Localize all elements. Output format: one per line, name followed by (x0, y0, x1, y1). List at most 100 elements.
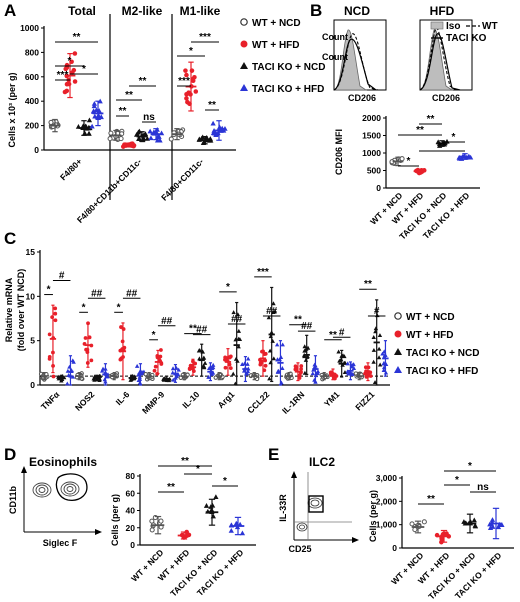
panel-a-2-g1-point (190, 78, 196, 84)
panel-c-5-g2-point (237, 337, 243, 342)
panel-a-ytick-label: 400 (25, 96, 39, 106)
panel-c-7-g2-point (302, 344, 307, 349)
legend-a-marker-0 (240, 18, 248, 26)
flow-d-population-right (60, 481, 80, 497)
panel-c-sig-1-label: # (59, 271, 65, 282)
panel-a-2-sig-3-label: *** (199, 32, 211, 43)
panel-c-6-g2-point (267, 376, 272, 381)
panel-a-0-g2-point (82, 130, 88, 136)
panel-a-1-g3-point (156, 134, 162, 139)
panel-d-ytick-label: 40 (126, 506, 136, 516)
legend-c-marker-3 (394, 366, 402, 373)
panel-e-g3-point (489, 517, 496, 522)
panel-c-sig-9-label: ## (196, 325, 208, 336)
panel-a-title-total: Total (68, 4, 96, 18)
panel-c-1-g2-point (97, 373, 103, 378)
panel-d-ylabel: Cells (per g) (110, 494, 120, 546)
panel-a-2-g1-point (184, 96, 189, 101)
panel-c-2-g3-point (134, 363, 140, 368)
hist-ncd-xlabel: CD206 (348, 93, 376, 103)
panel-c-category-4: IL-10 (180, 389, 201, 410)
panel-b-ylabel: CD206 MFI (334, 129, 344, 175)
panel-a-2-sig-1-label: ** (208, 100, 216, 111)
legend-a-marker-1 (240, 40, 248, 48)
panel-e-ytick-label: 0 (392, 543, 397, 553)
panel-b-g3-point (467, 154, 474, 160)
panel-c-0-g3-point (70, 358, 75, 363)
panel-c-sig-15-label: ## (301, 321, 313, 332)
panel-c-3-g1-point (152, 368, 157, 373)
panel-c-category-6: CCL22 (245, 389, 271, 415)
panel-a-0-sig-0-label: *** (57, 70, 69, 81)
panel-c-9-g2-point (371, 335, 376, 340)
panel-c-5-g3-point (245, 361, 250, 366)
panel-c-5-g1-point (223, 365, 228, 370)
panel-c-0-g1-point (53, 311, 58, 316)
panel-c-sig-16-label: ** (329, 330, 337, 341)
panel-a-1-g2-point (136, 128, 142, 134)
panel-a-0-g3-point (98, 114, 104, 120)
panel-a-0-g1-point (64, 81, 70, 87)
panel-d-g2-point (203, 503, 210, 508)
panel-c-ylabel-1: Relative mRNA (4, 277, 14, 342)
panel-b-sig-1-label: * (452, 132, 456, 143)
panel-c-1-g3-point (100, 368, 105, 373)
legend-c-marker-1 (394, 330, 402, 338)
panel-c-5-g1-point (227, 362, 232, 367)
panel-label-d: D (4, 445, 16, 464)
panel-c-3-g1-point (153, 364, 158, 369)
panel-a-ytick-label: 200 (25, 121, 39, 131)
panel-c-sig-14-label: ** (294, 315, 302, 326)
panel-b-ytick-label: 1500 (362, 131, 381, 141)
panel-e-flow-plot: ILC2 IL-33R CD25 (278, 455, 359, 554)
panel-a-title-m1: M1-like (180, 4, 221, 18)
panel-c-category-0: TNFα (39, 389, 62, 412)
panel-a-1-g0-point (107, 136, 113, 142)
panel-c-category-3: MMP-9 (140, 389, 167, 416)
panel-c-3-g3-point (176, 367, 181, 372)
panel-e-g0-point (412, 527, 418, 533)
panel-e-g2-point (472, 523, 479, 529)
legend-c-marker-0 (394, 312, 402, 320)
panel-c-sig-17-label: # (339, 327, 345, 338)
hist-ncd-ko-line (333, 38, 377, 91)
panel-c-6-g2-point (271, 356, 277, 361)
panel-a-2-g1-point (192, 74, 197, 80)
panel-c-8-g3-point (345, 361, 350, 366)
panel-c-0-g1-point (51, 374, 56, 379)
panel-a-0-g0-point (48, 119, 54, 125)
legend-c-label-0: WT + NCD (406, 312, 455, 323)
panel-a-2-g1-point (186, 90, 191, 95)
panel-c-ytick-label: 0 (30, 380, 35, 390)
panel-c-sig-10-label: * (226, 282, 230, 293)
panel-a-1-sig-3-label: ** (139, 76, 147, 87)
flow-d-xaxis-arrow (95, 529, 102, 535)
panel-c-2-g3-point (136, 378, 141, 383)
flow-e-yaxis-arrow (291, 471, 297, 478)
panel-c-sig-12-label: *** (257, 267, 269, 278)
panel-a-1-g2-point (136, 136, 142, 142)
panel-b-ytick-label: 500 (367, 166, 381, 176)
legend-a-label-0: WT + NCD (252, 18, 301, 29)
panel-c-9-g1-point (368, 374, 373, 378)
panel-c-0-g3-point (70, 374, 76, 379)
panel-e-g0-point (409, 521, 415, 527)
panel-a-2-g1-point (189, 68, 195, 73)
panel-c-6-g3-point (280, 366, 285, 370)
legend-c-label-3: TACI KO + HFD (406, 366, 478, 377)
panel-a-2-g0-point (168, 136, 174, 142)
panel-a-title-m2: M2-like (122, 4, 163, 18)
panel-d-sig-3-label: ** (181, 456, 189, 467)
panel-c-ylabel-2: (fold over WT NCD) (16, 269, 26, 352)
panel-c-1-g1-point (83, 336, 88, 340)
panel-c-5-g2-point (236, 344, 241, 349)
panel-d-g2-point (213, 494, 219, 499)
panel-c-6-g3-point (275, 369, 281, 374)
panel-c-category-8: YM1 (322, 389, 342, 409)
panel-c-3-g1-point (159, 348, 163, 352)
panel-c-4-g2-point (201, 355, 206, 360)
panel-a-ytick-label: 1000 (20, 23, 39, 33)
panel-a-1-sig-1-label: ns (143, 112, 155, 123)
hist-legend-iso-label: Iso (446, 21, 460, 32)
panel-c-category-7: IL-1RN (280, 389, 306, 415)
